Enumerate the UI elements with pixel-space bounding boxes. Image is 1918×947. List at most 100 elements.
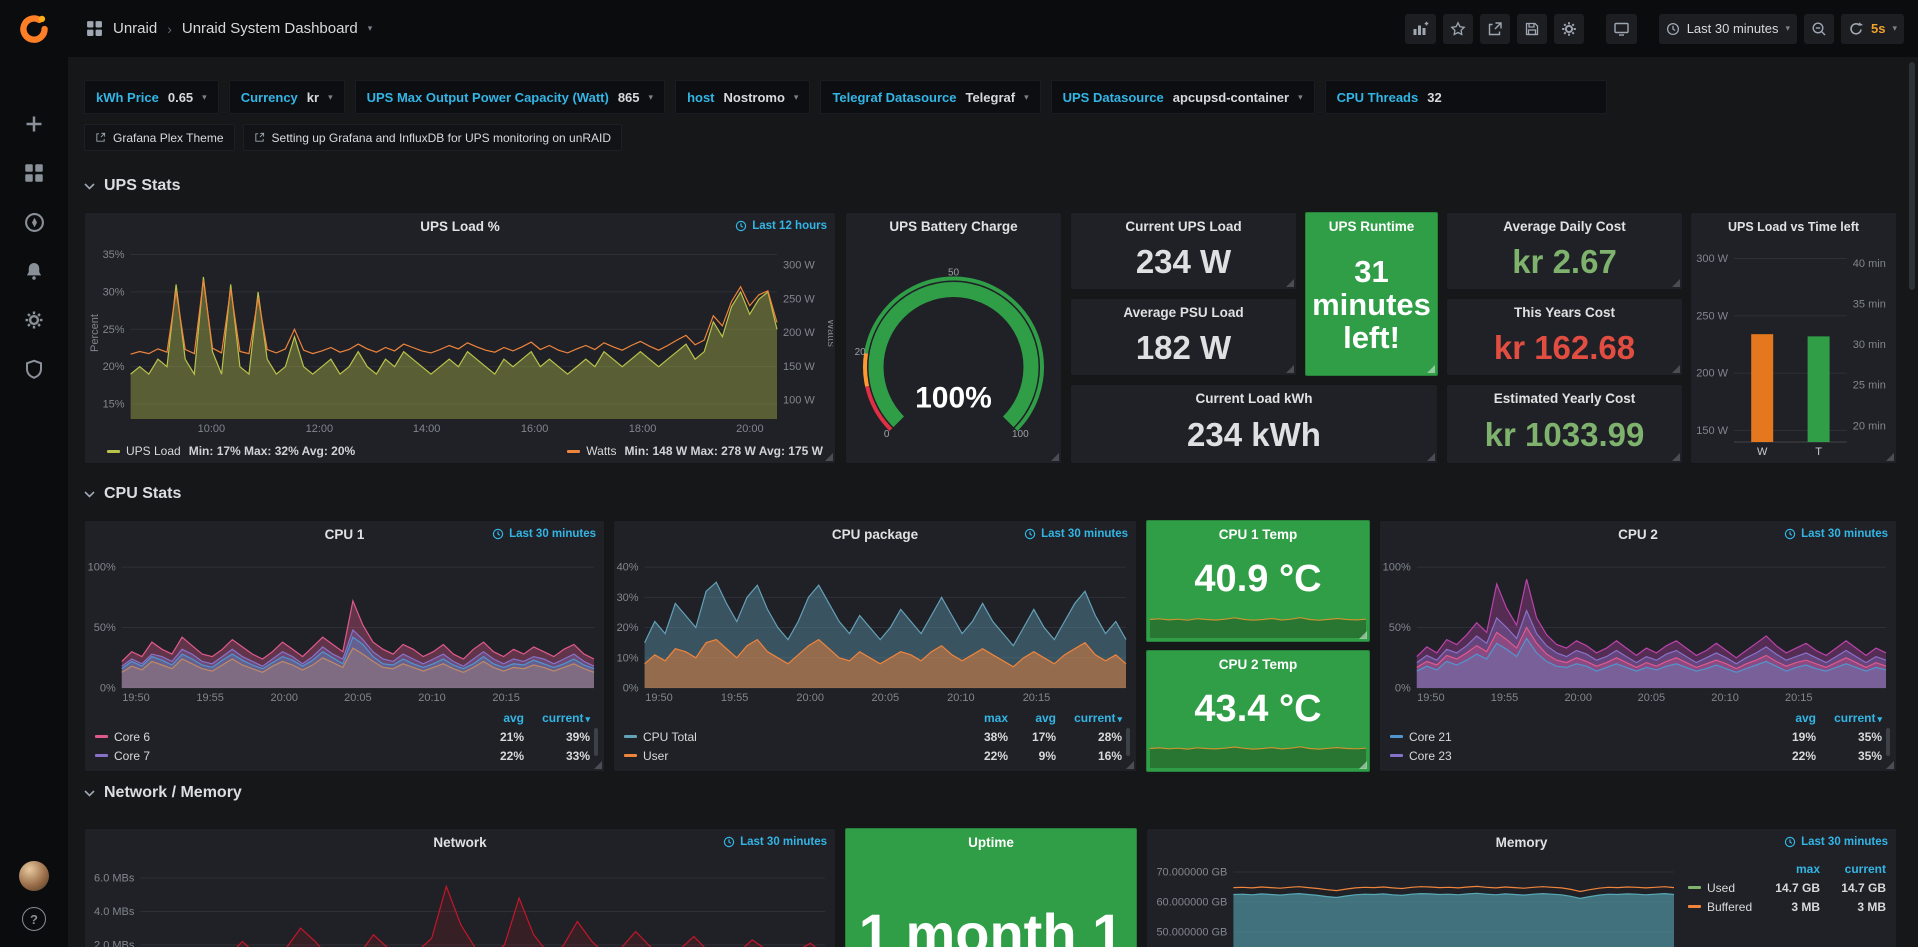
- star-button[interactable]: [1442, 13, 1473, 44]
- panel-resize-handle[interactable]: [1126, 761, 1134, 769]
- panel-resize-handle[interactable]: [825, 453, 833, 461]
- panel-title[interactable]: Memory: [1495, 835, 1548, 850]
- clock-icon: [1784, 836, 1796, 848]
- panel-title[interactable]: CPU package: [831, 527, 919, 542]
- panel-resize-handle[interactable]: [1359, 631, 1367, 639]
- panel-title[interactable]: Uptime: [968, 835, 1014, 850]
- ups-load-vs-time-chart[interactable]: 150 W 200 W 250 W 300 W 20 min 25 min 30 min 35…: [1693, 241, 1894, 459]
- explore-compass-icon[interactable]: [16, 204, 52, 240]
- panel-time-range-badge[interactable]: Last 30 minutes: [1024, 528, 1128, 540]
- panel-resize-handle[interactable]: [1286, 279, 1294, 287]
- panel-resize-handle[interactable]: [1286, 365, 1294, 373]
- variable-ups-datasource[interactable]: UPS Datasource apcupsd-container ▾: [1050, 80, 1315, 114]
- variable-cpu-threads-input[interactable]: CPU Threads 32: [1324, 80, 1608, 114]
- refresh-button[interactable]: 5s ▾: [1841, 13, 1904, 44]
- panel-title[interactable]: UPS Runtime: [1328, 219, 1415, 234]
- cycle-view-monitor-button[interactable]: [1605, 13, 1637, 44]
- panel-network: Network Last 30 minutes 2.0 MBs 4.0 MBs 6.…: [84, 828, 836, 947]
- legend-item[interactable]: UPS Load Min: 17% Max: 32% Avg: 20%: [107, 444, 355, 458]
- row-header-cpu-stats[interactable]: CPU Stats: [84, 484, 181, 504]
- svg-text:19:50: 19:50: [122, 692, 150, 704]
- panel-title[interactable]: Estimated Yearly Cost: [1493, 391, 1636, 406]
- panel-title[interactable]: UPS Battery Charge: [889, 219, 1018, 234]
- panel-resize-handle[interactable]: [1427, 453, 1435, 461]
- chevron-down-icon[interactable]: ▾: [1892, 23, 1897, 33]
- panel-title[interactable]: UPS Load vs Time left: [1727, 219, 1860, 234]
- svg-text:300 W: 300 W: [783, 260, 815, 272]
- legend-scrollbar[interactable]: [594, 728, 598, 756]
- variable-telegraf-datasource[interactable]: Telegraf Datasource Telegraf ▾: [820, 80, 1041, 114]
- chevron-down-icon: ▾: [1024, 91, 1029, 102]
- ups-load-chart[interactable]: 15% 20% 25% 30% 35% Percent 100 W 150 W 200 W 250…: [87, 241, 833, 436]
- svg-text:2.0 MBs: 2.0 MBs: [94, 939, 135, 947]
- panel-resize-handle[interactable]: [1051, 453, 1059, 461]
- panel-title[interactable]: CPU 2 Temp: [1218, 657, 1298, 672]
- svg-text:W: W: [1757, 446, 1768, 458]
- variable-kwh-price[interactable]: kWh Price 0.65 ▾: [84, 80, 219, 114]
- link-grafana-plex-theme[interactable]: Grafana Plex Theme: [84, 124, 235, 151]
- panel-title[interactable]: Current Load kWh: [1195, 391, 1313, 406]
- panel-time-range-badge[interactable]: Last 30 minutes: [1784, 528, 1888, 540]
- panel-title[interactable]: Network: [433, 835, 487, 850]
- panel-title[interactable]: UPS Load %: [420, 219, 500, 234]
- create-plus-icon[interactable]: [16, 106, 52, 142]
- chevron-down-icon[interactable]: ▾: [367, 23, 373, 33]
- breadcrumb-folder[interactable]: Unraid: [113, 20, 158, 37]
- panel-resize-handle[interactable]: [1427, 365, 1435, 373]
- svg-text:50: 50: [948, 268, 960, 279]
- breadcrumb-separator-icon: ›: [167, 20, 172, 37]
- panel-time-range-badge[interactable]: Last 30 minutes: [492, 528, 596, 540]
- user-avatar[interactable]: [19, 861, 49, 891]
- panel-title[interactable]: CPU 2: [1618, 527, 1658, 542]
- svg-text:20 min: 20 min: [1853, 420, 1886, 432]
- server-admin-shield-icon[interactable]: [16, 351, 52, 387]
- variable-host[interactable]: host Nostromo ▾: [675, 80, 811, 114]
- panel-resize-handle[interactable]: [1672, 279, 1680, 287]
- panel-resize-handle[interactable]: [1886, 453, 1894, 461]
- svg-text:100%: 100%: [915, 381, 992, 414]
- panel-resize-handle[interactable]: [1672, 453, 1680, 461]
- dashboards-icon[interactable]: [16, 155, 52, 191]
- dashboard-title[interactable]: Unraid System Dashboard: [181, 20, 358, 37]
- cpu1-chart[interactable]: 0% 50% 100% 19:50 19:55 20:00 20:05 20:10 20:15: [87, 549, 602, 705]
- scrollbar-thumb[interactable]: [1909, 62, 1915, 290]
- link-ups-monitoring-guide[interactable]: Setting up Grafana and InfluxDB for UPS …: [242, 124, 623, 151]
- panel-title[interactable]: CPU 1 Temp: [1218, 527, 1298, 542]
- panel-time-range-badge[interactable]: Last 30 minutes: [723, 836, 827, 848]
- grafana-logo-icon[interactable]: [16, 11, 52, 47]
- legend-scrollbar[interactable]: [1126, 728, 1130, 756]
- help-icon[interactable]: ?: [22, 907, 46, 931]
- panel-title[interactable]: Current UPS Load: [1125, 219, 1242, 234]
- cpu2-chart[interactable]: 0% 50% 100% 19:50 19:55 20:00 20:05 20:10 20:15: [1382, 549, 1894, 705]
- svg-text:10%: 10%: [617, 652, 639, 664]
- panel-resize-handle[interactable]: [1886, 761, 1894, 769]
- time-range-picker[interactable]: Last 30 minutes ▾: [1658, 13, 1797, 44]
- panel-resize-handle[interactable]: [594, 761, 602, 769]
- legend-item[interactable]: Watts Min: 148 W Max: 278 W Avg: 175 W: [567, 444, 823, 458]
- variable-ups-max-output[interactable]: UPS Max Output Power Capacity (Watt) 865 ▾: [354, 80, 666, 114]
- legend-scrollbar[interactable]: [1886, 728, 1890, 756]
- alerting-bell-icon[interactable]: [16, 253, 52, 289]
- row-header-ups-stats[interactable]: UPS Stats: [84, 176, 180, 196]
- configuration-gear-icon[interactable]: [16, 302, 52, 338]
- variable-currency[interactable]: Currency kr ▾: [228, 80, 345, 114]
- panel-title[interactable]: This Years Cost: [1513, 305, 1616, 320]
- panel-resize-handle[interactable]: [1672, 365, 1680, 373]
- panel-time-range-badge[interactable]: Last 30 minutes: [1784, 836, 1888, 848]
- save-button[interactable]: [1516, 13, 1547, 44]
- settings-gear-button[interactable]: [1553, 13, 1584, 44]
- panel-resize-handle[interactable]: [1359, 761, 1367, 769]
- refresh-interval-label[interactable]: 5s: [1871, 21, 1886, 36]
- zoom-out-button[interactable]: [1804, 13, 1834, 44]
- row-header-network-memory[interactable]: Network / Memory: [84, 783, 242, 803]
- panel-title[interactable]: CPU 1: [324, 527, 365, 542]
- panel-time-range-badge[interactable]: Last 12 hours: [735, 220, 827, 232]
- share-button[interactable]: [1479, 13, 1510, 44]
- panel-title[interactable]: Average Daily Cost: [1503, 219, 1626, 234]
- add-panel-button[interactable]: [1404, 13, 1436, 44]
- panel-title[interactable]: Average PSU Load: [1123, 305, 1244, 320]
- cpu-package-chart[interactable]: 0% 10% 20% 30% 40% 19:50 19:55 20:00 20:05 20:10 2…: [616, 549, 1134, 705]
- svg-text:50.000000 GB: 50.000000 GB: [1156, 927, 1227, 939]
